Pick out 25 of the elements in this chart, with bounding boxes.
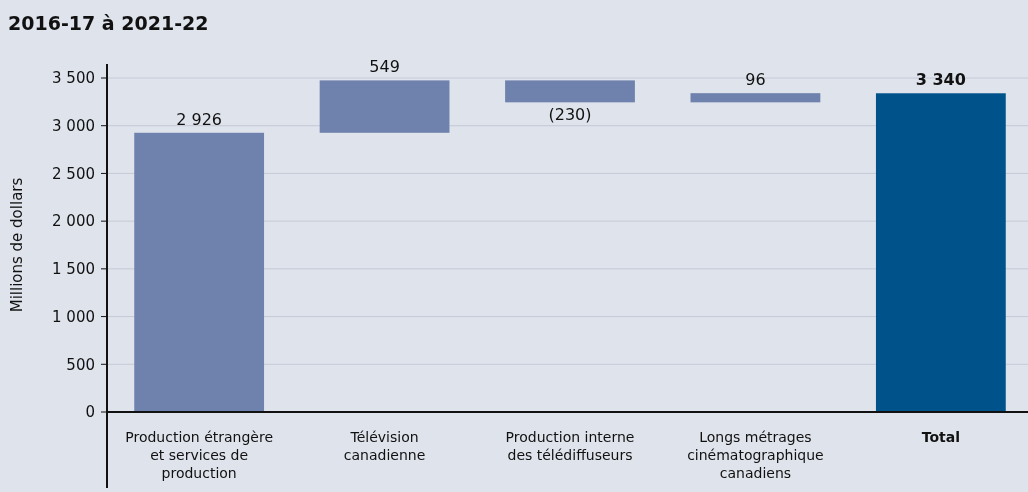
y-tick-label: 1 500: [52, 260, 95, 279]
y-tick-label: 3 000: [52, 116, 95, 135]
y-tick-label: 3 500: [52, 69, 95, 88]
y-tick-label: 1 000: [52, 307, 95, 326]
x-tick-label: Total: [921, 429, 960, 445]
x-tick-label: Télévision canadienne: [343, 429, 426, 463]
data-label: 2 926: [176, 109, 223, 129]
y-tick-label: 2 500: [52, 164, 95, 183]
bar: [319, 80, 450, 133]
data-label: 96: [745, 70, 766, 90]
x-tick-label: Longs métrages cinématographique canadiens: [687, 429, 824, 481]
y-tick-label: 500: [66, 355, 95, 374]
x-tick-label: Production interne des télédiffuseurs: [505, 429, 635, 463]
data-label: (230): [548, 105, 592, 125]
data-label: 549: [369, 57, 400, 77]
data-label: 3 340: [915, 70, 966, 90]
bar: [875, 93, 1006, 412]
x-tick-label: Production étrangère et services de production: [125, 429, 274, 481]
bar: [690, 93, 821, 103]
chart-title: 2016-17 à 2021-22: [8, 12, 209, 34]
y-tick-label: 0: [85, 403, 95, 422]
y-tick-label: 2 000: [52, 212, 95, 231]
bar: [505, 80, 635, 103]
bar: [134, 132, 265, 412]
y-axis-title: Millions de dollars: [8, 177, 26, 313]
